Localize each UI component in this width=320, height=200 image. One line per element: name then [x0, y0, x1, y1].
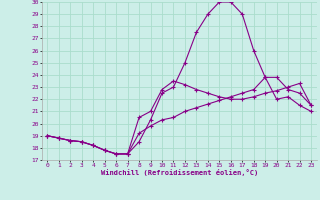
X-axis label: Windchill (Refroidissement éolien,°C): Windchill (Refroidissement éolien,°C) [100, 169, 258, 176]
